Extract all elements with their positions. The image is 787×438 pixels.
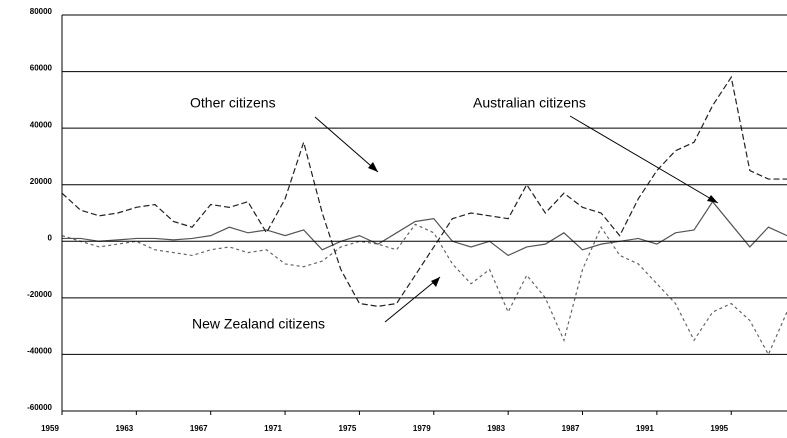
x-tick-label: 1971 [264,424,282,433]
y-tick-label: 60000 [30,64,53,73]
arrow [314,116,379,173]
y-tick-label: 20000 [30,177,53,186]
x-tick-label: 1959 [41,424,59,433]
arrow [569,115,719,204]
y-tick-label: -60000 [27,403,52,412]
y-tick-label: -40000 [27,347,52,356]
arrow-head [431,277,440,287]
x-tick-label: 1995 [710,424,728,433]
arrow-head [368,162,378,172]
x-tick-label: 1987 [562,424,580,433]
x-tick-label: 1979 [413,424,431,433]
y-tick-label: 0 [48,233,53,242]
x-tick-label: 1991 [636,424,654,433]
y-tick-label: 40000 [30,120,53,129]
arrow-head [707,195,718,203]
x-tick-label: 1975 [339,424,357,433]
annotation: New Zealand citizens [192,316,325,332]
x-tick-label: 1983 [487,424,505,433]
y-tick-label: 80000 [30,7,53,16]
series-line [61,75,787,307]
arrow [384,276,441,323]
x-tick-label: 1963 [115,424,133,433]
series-line [62,200,787,257]
y-tick-label: -20000 [27,290,52,299]
annotation: Other citizens [190,95,276,111]
annotation: Australian citizens [473,95,586,111]
x-tick-label: 1967 [190,424,208,433]
